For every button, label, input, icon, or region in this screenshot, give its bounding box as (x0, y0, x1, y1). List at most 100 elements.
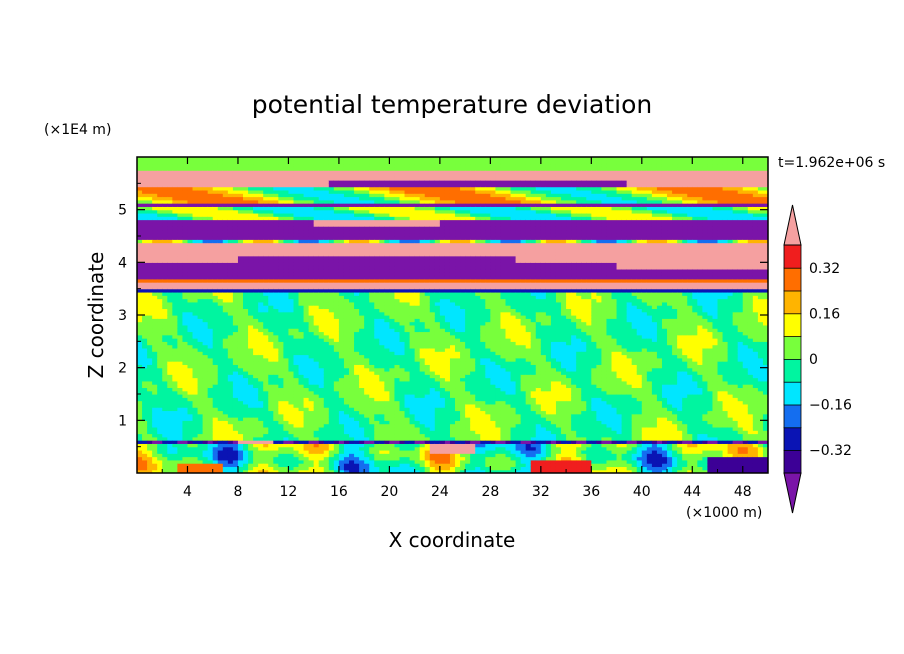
contour-cell (222, 186, 229, 191)
contour-cell (243, 199, 249, 204)
contour-cell (142, 236, 148, 240)
contour-cell (222, 433, 229, 438)
contour-cell (333, 456, 340, 461)
contour-cell (313, 446, 320, 451)
contour-cell (343, 212, 350, 217)
contour-cell (243, 394, 249, 398)
contour-cell (243, 206, 249, 211)
contour-cell (197, 212, 204, 217)
contour-cell (227, 344, 234, 349)
contour-cell (147, 252, 153, 257)
contour-cell (313, 291, 320, 296)
contour-cell (137, 315, 143, 319)
contour-cell (182, 315, 189, 319)
contour-cell (243, 226, 249, 231)
contour-cell (389, 173, 396, 178)
contour-cell (162, 226, 168, 231)
contour-cell (389, 390, 396, 395)
contour-cell (177, 390, 184, 395)
contour-cell (328, 394, 335, 398)
contour-cell (157, 163, 163, 168)
contour-cell (354, 301, 360, 306)
contour-cell (258, 338, 264, 342)
contour-cell (394, 275, 401, 280)
contour-cell (212, 443, 219, 448)
contour-cell (303, 351, 310, 356)
contour-cell (354, 278, 360, 283)
contour-cell (258, 456, 264, 461)
contour-cell (237, 463, 244, 468)
contour-cell (147, 443, 153, 448)
contour-cell (323, 463, 330, 468)
contour-cell (394, 390, 401, 395)
contour-cell (308, 384, 315, 389)
contour-cell (389, 216, 396, 221)
contour-cell (147, 354, 153, 359)
contour-cell (167, 436, 173, 441)
contour-cell (343, 301, 350, 306)
contour-cell (384, 176, 390, 181)
contour-cell (359, 229, 365, 234)
contour-cell (177, 357, 184, 362)
contour-cell (364, 311, 370, 316)
contour-cell (293, 413, 300, 418)
contour-cell (328, 466, 335, 471)
contour-cell (323, 354, 330, 359)
contour-cell (338, 436, 345, 441)
contour-cell (384, 367, 390, 372)
contour-cell (258, 242, 264, 247)
contour-cell (232, 282, 239, 286)
contour-cell (394, 301, 401, 306)
contour-cell (308, 318, 315, 323)
contour-cell (308, 423, 315, 428)
contour-cell (187, 308, 194, 313)
contour-cell (227, 166, 234, 171)
contour-cell (369, 456, 375, 461)
contour-cell (192, 193, 199, 198)
contour-cell (192, 407, 199, 412)
contour-cell (374, 236, 380, 240)
contour-cell (197, 423, 204, 428)
contour-cell (364, 160, 370, 165)
contour-cell (359, 417, 365, 421)
contour-cell (142, 417, 148, 421)
contour-cell (313, 380, 320, 385)
contour-cell (313, 265, 320, 270)
contour-cell (278, 166, 284, 171)
contour-cell (253, 232, 259, 237)
contour-cell (349, 209, 355, 214)
contour-cell (323, 459, 330, 464)
contour-cell (192, 390, 199, 395)
contour-cell (253, 193, 259, 198)
contour-cell (222, 301, 229, 306)
contour-cell (237, 196, 244, 201)
contour-cell (137, 199, 143, 204)
contour-cell (142, 364, 148, 369)
contour-cell (253, 288, 259, 293)
contour-cell (212, 311, 219, 316)
contour-cell (182, 288, 189, 293)
contour-cell (243, 338, 249, 342)
contour-cell (394, 354, 401, 359)
contour-cell (258, 453, 264, 458)
contour-cell (288, 268, 295, 273)
contour-cell (298, 341, 305, 346)
contour-cell (369, 367, 375, 372)
contour-cell (293, 173, 300, 178)
contour-cell (384, 440, 390, 444)
contour-cell (273, 216, 279, 221)
contour-cell (202, 173, 209, 178)
contour-cell (283, 298, 290, 303)
contour-cell (192, 308, 199, 313)
contour-cell (222, 407, 229, 412)
contour-cell (243, 380, 249, 385)
contour-cell (389, 301, 396, 306)
contour-cell (323, 203, 330, 207)
contour-cell (177, 469, 184, 473)
contour-cell (147, 193, 153, 198)
contour-cell (187, 380, 194, 385)
contour-cell (172, 222, 178, 227)
contour-cell (278, 255, 284, 260)
contour-cell (217, 222, 224, 227)
contour-cell (263, 413, 269, 418)
